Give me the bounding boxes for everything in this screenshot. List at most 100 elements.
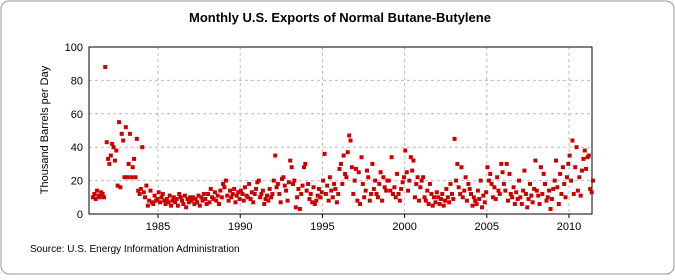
point xyxy=(206,191,211,196)
point xyxy=(526,196,531,201)
point xyxy=(107,161,112,166)
point xyxy=(338,161,343,166)
point xyxy=(548,206,553,211)
point xyxy=(421,175,426,180)
point xyxy=(544,198,549,203)
point xyxy=(318,195,323,200)
point xyxy=(499,161,504,166)
point xyxy=(589,190,594,195)
point xyxy=(577,175,582,180)
point xyxy=(508,191,513,196)
point xyxy=(392,185,397,190)
point xyxy=(155,196,160,201)
point xyxy=(140,145,145,150)
point xyxy=(332,181,337,186)
point xyxy=(344,175,349,180)
point xyxy=(386,178,391,183)
point xyxy=(126,161,131,166)
point xyxy=(384,188,389,193)
point xyxy=(138,186,143,191)
point xyxy=(578,193,583,198)
point xyxy=(582,148,587,153)
point xyxy=(485,165,490,170)
point xyxy=(437,201,442,206)
point xyxy=(297,206,302,211)
point xyxy=(304,188,309,193)
point xyxy=(166,200,171,205)
point xyxy=(336,191,341,196)
point xyxy=(458,191,463,196)
point xyxy=(510,195,515,200)
point xyxy=(455,161,460,166)
point xyxy=(401,175,406,180)
point xyxy=(277,191,282,196)
point xyxy=(380,198,385,203)
point xyxy=(162,198,167,203)
point xyxy=(117,120,122,125)
point xyxy=(269,195,274,200)
point xyxy=(274,185,279,190)
point xyxy=(112,158,117,163)
point xyxy=(188,195,193,200)
point xyxy=(289,165,294,170)
point xyxy=(581,156,586,161)
point xyxy=(330,195,335,200)
point xyxy=(208,186,213,191)
point xyxy=(463,175,468,180)
point xyxy=(167,193,172,198)
point xyxy=(528,181,533,186)
point xyxy=(397,198,402,203)
point xyxy=(501,181,506,186)
point xyxy=(326,198,331,203)
point xyxy=(464,198,469,203)
point xyxy=(222,185,227,190)
point xyxy=(559,191,564,196)
point xyxy=(475,188,480,193)
point xyxy=(197,203,202,208)
point xyxy=(408,155,413,160)
point xyxy=(248,196,253,201)
point xyxy=(363,188,368,193)
point xyxy=(507,171,512,176)
point xyxy=(302,165,307,170)
x-tick-label: 1995 xyxy=(310,221,334,233)
point xyxy=(492,185,497,190)
point xyxy=(390,191,395,196)
point xyxy=(377,181,382,186)
point xyxy=(259,191,264,196)
point xyxy=(203,196,208,201)
point xyxy=(341,153,346,158)
point xyxy=(129,175,134,180)
point xyxy=(284,188,289,193)
point xyxy=(159,195,164,200)
point xyxy=(266,198,271,203)
point xyxy=(456,185,461,190)
point xyxy=(164,196,169,201)
point xyxy=(425,188,430,193)
point xyxy=(92,191,97,196)
point xyxy=(232,186,237,191)
point xyxy=(193,196,198,201)
point xyxy=(234,193,239,198)
point xyxy=(482,200,487,205)
point xyxy=(215,193,220,198)
point xyxy=(489,181,494,186)
point xyxy=(214,198,219,203)
point xyxy=(174,196,179,201)
point xyxy=(434,190,439,195)
plot-area xyxy=(89,47,592,214)
point xyxy=(322,151,327,156)
x-tick-label: 1985 xyxy=(146,221,170,233)
point xyxy=(353,166,358,171)
point xyxy=(427,181,432,186)
point xyxy=(132,156,137,161)
y-tick-label: 60 xyxy=(71,109,83,121)
point xyxy=(218,188,223,193)
point xyxy=(530,200,535,205)
point xyxy=(447,200,452,205)
y-tick-label: 80 xyxy=(71,75,83,87)
point xyxy=(225,193,230,198)
point xyxy=(106,156,111,161)
point xyxy=(273,153,278,158)
